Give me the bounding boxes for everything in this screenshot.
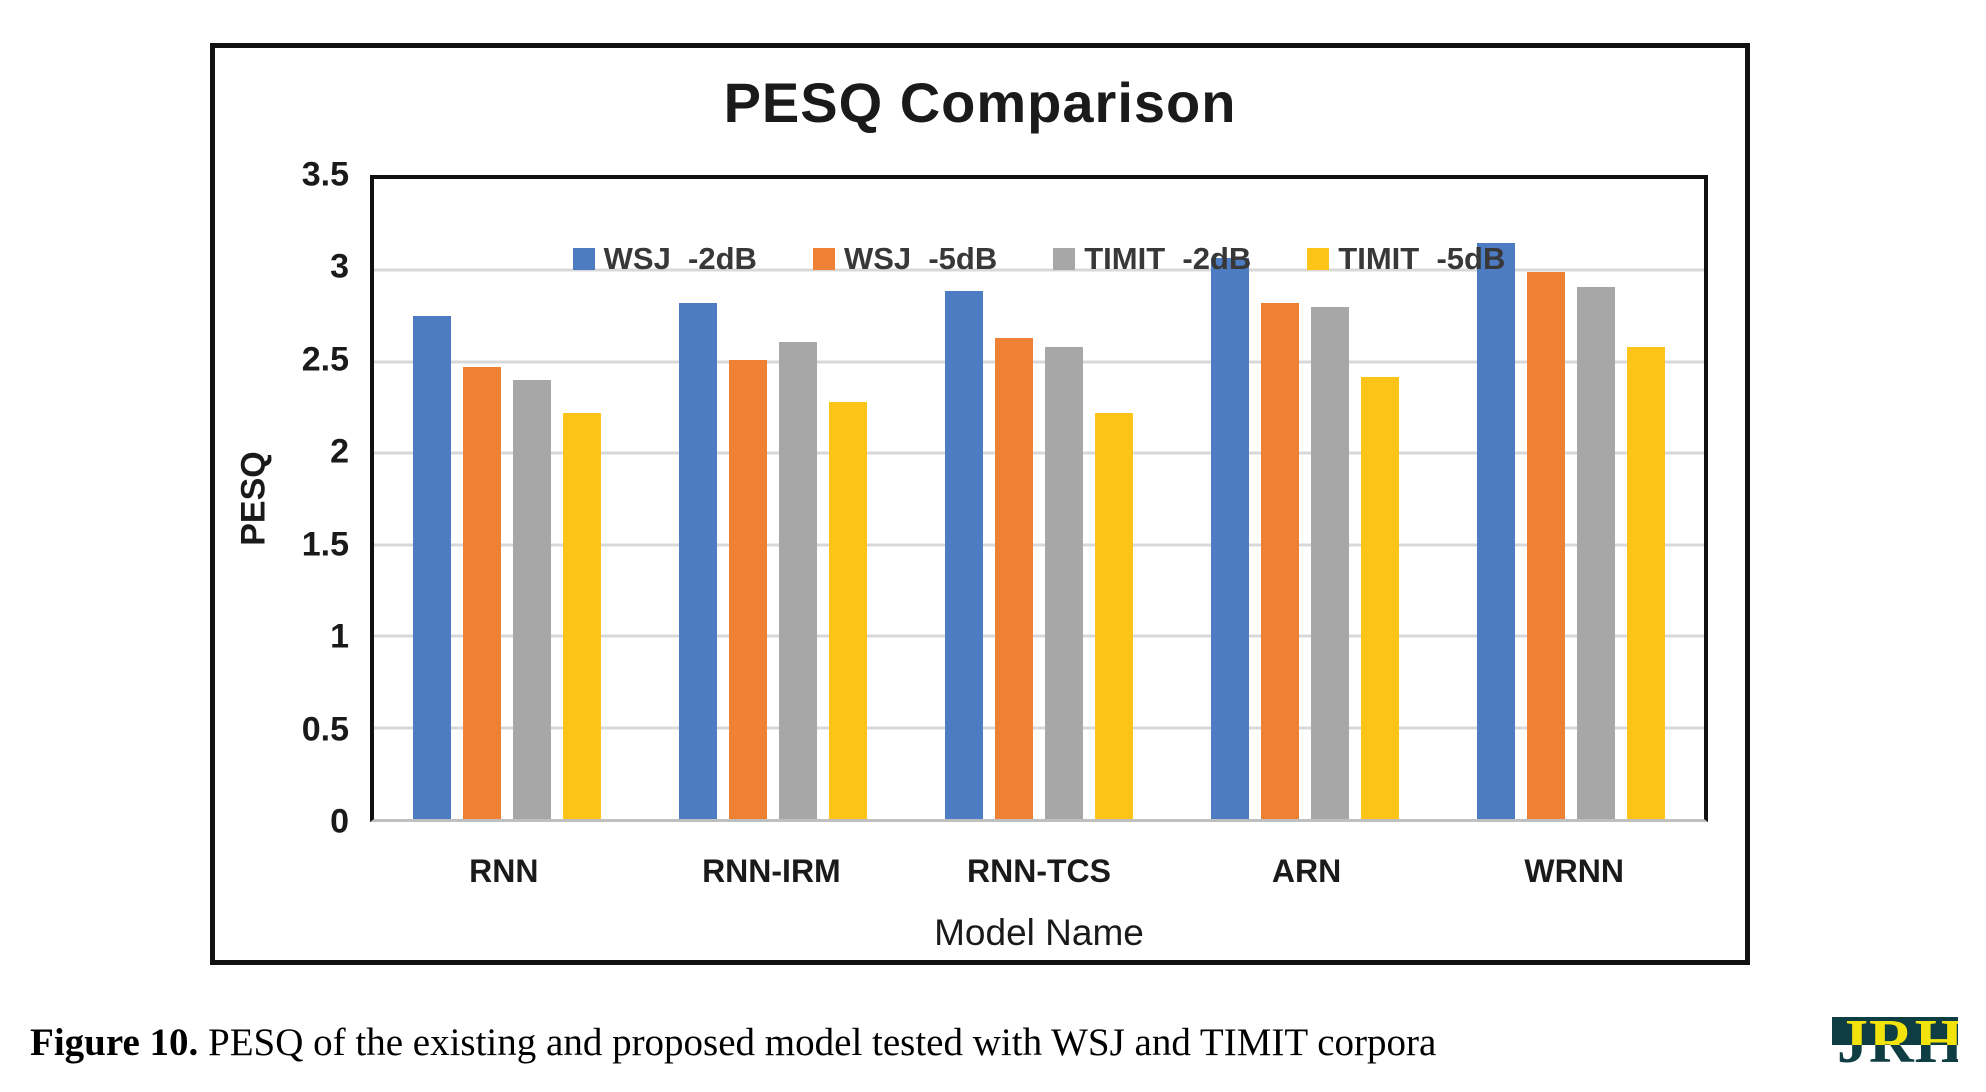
y-tick-label: 3	[330, 247, 349, 286]
bar-TIMIT--5dB-RNN-IRM	[829, 402, 867, 819]
bar-TIMIT--2dB-RNN-IRM	[779, 341, 817, 819]
x-category-label-RNN-IRM: RNN-IRM	[702, 853, 841, 889]
legend-label: WSJ -2dB	[603, 241, 757, 276]
chart-legend: WSJ -2dB WSJ -5dB TIMIT -2dB TIMIT -5dB	[374, 241, 1704, 277]
figure-caption: Figure 10. PESQ of the existing and prop…	[30, 1020, 1436, 1065]
gridline-1.5	[374, 543, 1704, 547]
legend-item-WSJ--5dB: WSJ -5dB	[812, 241, 998, 277]
legend-swatch-icon	[812, 248, 835, 270]
bar-TIMIT--5dB-WRNN	[1627, 347, 1665, 819]
y-tick-label: 1	[330, 617, 349, 656]
legend-label: TIMIT -5dB	[1338, 241, 1506, 276]
bar-WSJ--2dB-RNN-IRM	[679, 303, 717, 819]
x-category-label-ARN: ARN	[1271, 853, 1342, 889]
bar-group-RNN-TCS	[906, 179, 1172, 819]
bar-TIMIT--5dB-ARN	[1361, 376, 1399, 819]
x-category-label-RNN: RNN	[469, 853, 539, 889]
chart-figure: PESQ Comparison PESQ 0 0.5 1 1.5 2 2.5 3 3.5 WS…	[210, 43, 1750, 965]
bar-group-RNN	[374, 179, 640, 819]
gridline-2	[374, 451, 1704, 455]
y-tick-label: 2	[330, 432, 349, 471]
jrh-logo: JRH JRH	[1832, 1004, 1958, 1080]
legend-item-WSJ--2dB: WSJ -2dB	[572, 241, 757, 277]
y-tick-label: 1.5	[301, 525, 349, 564]
y-axis-ticks: 0 0.5 1 1.5 2 2.5 3 3.5	[215, 156, 355, 841]
jrh-logo-bottom: JRH	[1832, 1045, 1958, 1080]
figure-caption-label: Figure 10.	[30, 1021, 199, 1064]
bar-WSJ--2dB-RNN-TCS	[945, 290, 983, 819]
bar-TIMIT--2dB-RNN-TCS	[1045, 347, 1083, 819]
figure-caption-text: PESQ of the existing and proposed model …	[198, 1021, 1437, 1064]
bar-WSJ--5dB-ARN	[1261, 303, 1299, 819]
plot-area: WSJ -2dB WSJ -5dB TIMIT -2dB TIMIT -5dB	[370, 175, 1708, 822]
bar-group-ARN	[1172, 179, 1438, 819]
bar-group-RNN-IRM	[640, 179, 906, 819]
x-axis-labels: RNN RNN-IRM RNN-TCS ARN WRNN	[370, 853, 1708, 890]
jrh-logo-band	[1832, 1017, 1958, 1045]
y-tick-label: 2.5	[301, 340, 349, 379]
bar-WSJ--5dB-RNN	[463, 367, 501, 819]
bar-WSJ--2dB-ARN	[1211, 257, 1249, 819]
jrh-logo-top: JRH	[1832, 1004, 1958, 1045]
bar-TIMIT--2dB-RNN	[513, 380, 551, 819]
y-tick-label: 3.5	[301, 155, 349, 194]
bar-WSJ--2dB-RNN	[413, 316, 451, 819]
legend-item-TIMIT--5dB: TIMIT -5dB	[1307, 241, 1505, 277]
bar-WSJ--2dB-WRNN	[1477, 243, 1515, 819]
legend-swatch-icon	[1307, 248, 1330, 270]
bar-TIMIT--2dB-WRNN	[1577, 286, 1615, 819]
jrh-logo-text: JRH	[1837, 1008, 1958, 1045]
gridline-1	[374, 634, 1704, 638]
gridline-2.5	[374, 360, 1704, 364]
bar-WSJ--5dB-WRNN	[1527, 272, 1565, 819]
gridline-0.5	[374, 726, 1704, 730]
legend-swatch-icon	[1053, 248, 1076, 270]
bar-group-WRNN	[1438, 179, 1704, 819]
legend-item-TIMIT--2dB: TIMIT -2dB	[1053, 241, 1251, 277]
legend-swatch-icon	[572, 248, 595, 270]
bar-TIMIT--5dB-RNN	[563, 413, 601, 819]
x-axis-title: Model Name	[934, 912, 1144, 953]
y-tick-label: 0.5	[301, 710, 349, 749]
legend-label: TIMIT -2dB	[1084, 241, 1252, 276]
bar-TIMIT--2dB-ARN	[1311, 307, 1349, 819]
bar-WSJ--5dB-RNN-IRM	[729, 360, 767, 819]
gridline-3	[374, 268, 1704, 272]
legend-label: WSJ -5dB	[843, 241, 998, 276]
x-category-label-RNN-TCS: RNN-TCS	[967, 853, 1111, 889]
y-tick-label: 0	[330, 802, 349, 841]
x-category-label-WRNN: WRNN	[1524, 853, 1624, 889]
bar-WSJ--5dB-RNN-TCS	[995, 338, 1033, 819]
bar-TIMIT--5dB-RNN-TCS	[1095, 413, 1133, 819]
chart-title: PESQ Comparison	[723, 71, 1237, 134]
jrh-logo-text: JRH	[1837, 1045, 1958, 1080]
